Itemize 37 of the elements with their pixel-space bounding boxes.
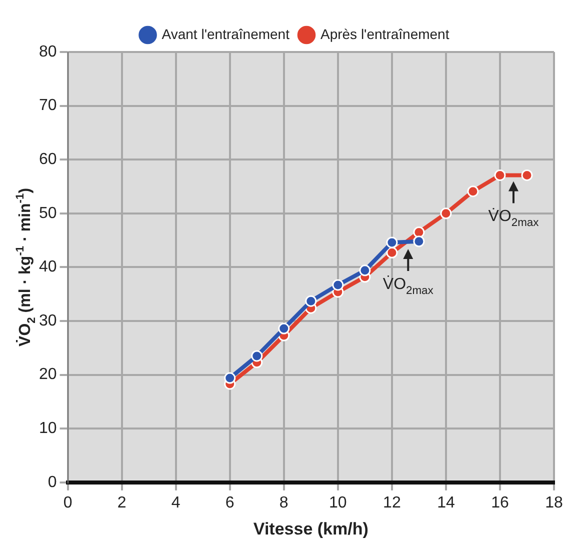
x-tick-label: 4 xyxy=(171,494,180,512)
point xyxy=(305,295,317,307)
point xyxy=(251,350,263,362)
point xyxy=(494,169,506,181)
legend-label: Après l'entraînement xyxy=(320,26,450,42)
y-tick-label: 50 xyxy=(39,204,57,222)
x-tick-label: 18 xyxy=(545,494,563,512)
point xyxy=(278,322,290,334)
legend-label: Avant l'entraînement xyxy=(162,26,290,42)
point xyxy=(386,236,398,248)
y-tick-label: 20 xyxy=(39,366,57,384)
y-tick-label: 30 xyxy=(39,312,57,330)
x-tick-label: 16 xyxy=(491,494,509,512)
point xyxy=(521,169,533,181)
point xyxy=(467,186,479,198)
y-tick-label: 40 xyxy=(39,258,57,276)
point xyxy=(224,372,236,384)
point xyxy=(413,236,425,248)
y-tick-label: 0 xyxy=(48,474,57,491)
point xyxy=(359,264,371,276)
y-tick-label: 60 xyxy=(39,151,57,168)
y-tick-label: 70 xyxy=(39,97,57,114)
y-tick-label: 10 xyxy=(39,420,57,438)
point xyxy=(440,208,452,220)
y-axis-title: V̇O2 (ml · kg-1 · min-1) xyxy=(14,188,38,346)
x-axis-title: Vitesse (km/h) xyxy=(253,519,368,538)
point xyxy=(332,279,344,291)
point xyxy=(413,226,425,238)
x-tick-label: 0 xyxy=(63,494,72,512)
x-tick-label: 2 xyxy=(117,494,126,512)
point xyxy=(386,246,398,258)
x-tick-label: 12 xyxy=(383,494,401,512)
x-tick-label: 8 xyxy=(279,494,288,512)
x-tick-label: 14 xyxy=(437,494,455,512)
y-tick-label: 80 xyxy=(39,43,57,60)
x-tick-label: 6 xyxy=(225,494,234,512)
x-tick-label: 10 xyxy=(329,494,347,512)
